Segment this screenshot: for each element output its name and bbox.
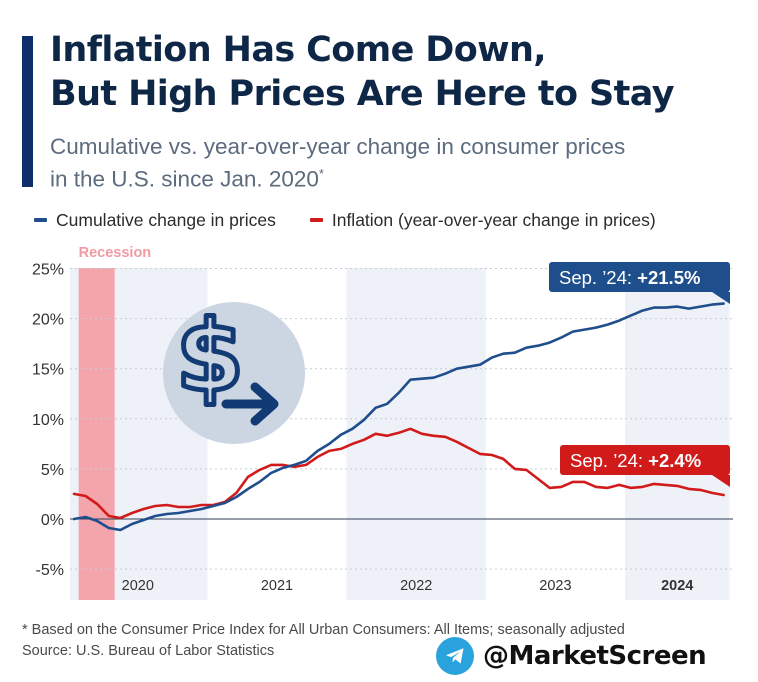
legend-item-cumulative: Cumulative change in prices <box>34 210 276 231</box>
footnote: * Based on the Consumer Price Index for … <box>22 622 625 638</box>
legend-swatch-cumulative <box>34 218 47 222</box>
annotation-cumulative-text: Sep. ’24: +21.5% <box>559 267 700 288</box>
x-tick-label: 2020 <box>122 578 154 594</box>
brand-watermark[interactable]: @MarketScreen <box>436 636 707 676</box>
annotation-inflation-prefix: Sep. ’24: <box>570 450 648 471</box>
subtitle-footnote-marker: * <box>318 166 324 181</box>
annotation-inflation: Sep. ’24: +2.4% <box>560 445 730 487</box>
footer: * Based on the Consumer Price Index for … <box>22 620 625 662</box>
y-tick-label: 10% <box>32 412 64 429</box>
recession-band: Recession <box>78 245 152 600</box>
annotation-cumulative: Sep. ’24: +21.5% <box>549 262 730 304</box>
line-inflation <box>72 427 725 520</box>
year-bands <box>70 268 730 600</box>
subtitle-line-1: Cumulative vs. year-over-year change in … <box>50 134 626 159</box>
title-line-1: Inflation Has Come Down, <box>50 30 547 70</box>
y-tick-label: 15% <box>32 362 64 379</box>
annotation-cumulative-pointer <box>712 292 730 304</box>
y-tick-label: 25% <box>32 262 64 279</box>
page-subtitle: Cumulative vs. year-over-year change in … <box>50 133 625 193</box>
annotation-inflation-pointer <box>712 475 730 487</box>
y-tick-label: 0% <box>41 512 64 529</box>
annotation-cumulative-value: +21.5% <box>637 267 700 288</box>
page-title: Inflation Has Come Down, But High Prices… <box>50 28 675 116</box>
title-accent-bar <box>22 36 33 187</box>
year-band-2022 <box>346 268 486 600</box>
source-note: Source: U.S. Bureau of Labor Statistics <box>22 643 275 659</box>
x-tick-label: 2024 <box>661 578 693 594</box>
x-axis: 2020 2021 2022 2023 2024 <box>122 578 694 594</box>
title-line-2: But High Prices Are Here to Stay <box>50 74 675 114</box>
subtitle-line-2: in the U.S. since Jan. 2020 <box>50 166 319 192</box>
dollar-arrow-icon: $ <box>163 298 305 444</box>
brand-handle: @MarketScreen <box>483 641 707 671</box>
legend-item-inflation: Inflation (year-over-year change in pric… <box>309 209 656 231</box>
y-tick-label: -5% <box>36 562 64 579</box>
y-tick-label: 20% <box>32 312 64 329</box>
recession-label: Recession <box>79 245 152 261</box>
y-axis: -5% 0% 5% 10% 15% 20% 25% <box>32 262 64 580</box>
x-tick-label: 2022 <box>400 578 432 594</box>
legend-label-cumulative: Cumulative change in prices <box>56 209 276 230</box>
annotation-cumulative-box <box>549 262 730 292</box>
x-tick-label: 2023 <box>539 578 571 594</box>
annotation-inflation-box <box>560 445 730 475</box>
y-tick-label: 5% <box>41 462 64 479</box>
annotation-inflation-text: Sep. ’24: +2.4% <box>570 450 701 471</box>
telegram-icon <box>436 637 474 675</box>
legend-swatch-inflation <box>309 218 323 222</box>
svg-text:$: $ <box>176 300 244 414</box>
legend-label-inflation: Inflation (year-over-year change in pric… <box>331 209 656 230</box>
series-lines <box>72 302 725 532</box>
year-band-2024 <box>625 268 730 600</box>
line-cumulative-change <box>72 302 725 532</box>
annotation-cumulative-prefix: Sep. ’24: <box>559 267 637 288</box>
recession-band-rect <box>78 268 115 600</box>
annotation-inflation-value: +2.4% <box>648 450 701 471</box>
x-tick-label: 2021 <box>261 578 293 594</box>
annotations: Sep. ’24: +21.5%Sep. ’24: +2.4% <box>549 262 730 487</box>
chart-legend: Cumulative change in prices Inflation (y… <box>34 209 690 231</box>
chart: Recession $ -5% 0% 5% 10% 15% 20% 25% 2020 2021… <box>32 245 733 600</box>
